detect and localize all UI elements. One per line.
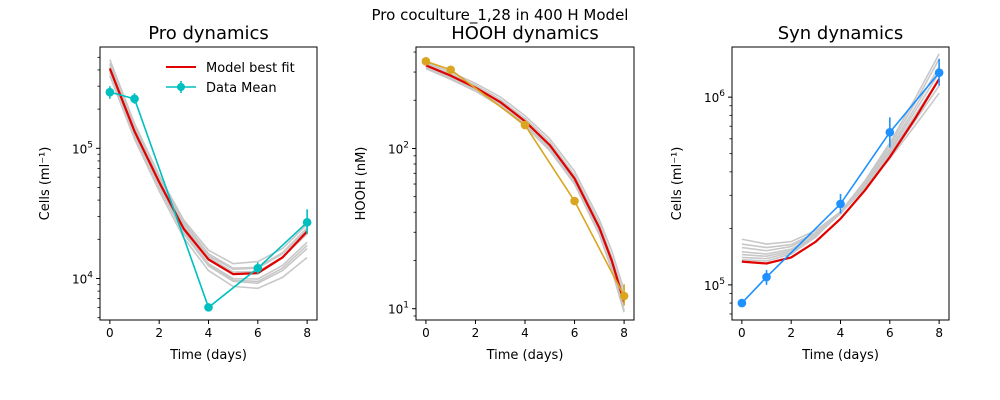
- x-tick-label: 4: [205, 326, 213, 340]
- y-tick-base: 10: [72, 142, 87, 156]
- y-tick-label: 106: [704, 89, 725, 105]
- y-tick-label: 102: [388, 140, 409, 156]
- data-point: [520, 120, 530, 130]
- y-tick-exponent: 6: [719, 89, 725, 99]
- y-tick-exponent: 4: [87, 271, 93, 281]
- model-best-fit-line: [741, 78, 941, 265]
- y-tick-exponent: 1: [403, 301, 409, 311]
- ensemble-curve-2: [425, 66, 625, 311]
- ensemble-curve-4: [109, 75, 308, 290]
- data-point: [253, 263, 263, 273]
- x-tick-label: 0: [106, 326, 114, 340]
- data-point: [619, 291, 629, 301]
- x-tick-label: 8: [935, 326, 943, 340]
- y-tick-label: 104: [72, 271, 93, 287]
- plot-frame: [415, 46, 635, 321]
- ensemble-curve-3: [425, 63, 625, 297]
- y-tick-label: 105: [704, 277, 725, 293]
- ensemble-curve-6: [741, 58, 940, 260]
- x-tick-label: 2: [472, 326, 480, 340]
- data-point: [130, 94, 139, 104]
- ensemble-curve-6: [109, 69, 308, 280]
- x-axis-label: Time (days): [169, 348, 247, 363]
- data-point: [836, 199, 845, 209]
- x-tick-label: 6: [571, 326, 579, 340]
- y-axis-label: Cells (ml⁻¹): [670, 147, 685, 221]
- data-point: [934, 68, 944, 77]
- ensemble-curve-4: [425, 65, 625, 307]
- ensemble-curve-8: [109, 71, 308, 283]
- legend-label-model: Model best fit: [206, 61, 295, 76]
- ensemble-curve-7: [109, 64, 308, 270]
- ensemble-curves: [109, 59, 308, 290]
- ensemble-curve-2: [741, 85, 940, 249]
- panel-title: Syn dynamics: [778, 23, 904, 44]
- data-mean-line: [741, 72, 940, 304]
- y-tick-base: 10: [388, 303, 403, 317]
- ensemble-curves: [425, 61, 625, 313]
- data-point: [105, 87, 115, 97]
- legend: Model best fit Data Mean: [166, 61, 295, 96]
- y-tick-base: 10: [72, 273, 87, 287]
- data-point: [570, 196, 579, 206]
- y-tick-exponent: 2: [403, 140, 409, 150]
- y-tick-base: 10: [704, 279, 719, 293]
- y-tick-base: 10: [704, 91, 719, 105]
- data-point: [302, 218, 312, 227]
- y-tick-label: 101: [388, 301, 409, 317]
- ensemble-curve-3: [741, 78, 940, 252]
- y-tick-exponent: 5: [87, 140, 93, 150]
- y-tick-base: 10: [388, 142, 403, 156]
- ensemble-curve-5: [109, 66, 308, 273]
- model-best-fit-line: [425, 64, 626, 303]
- y-tick-exponent: 5: [719, 277, 725, 287]
- x-tick-label: 4: [521, 326, 529, 340]
- x-tick-label: 8: [303, 326, 311, 340]
- data-point: [885, 127, 895, 137]
- x-tick-label: 0: [422, 326, 430, 340]
- figure-suptitle: Pro coculture_1,28 in 400 H Model: [372, 6, 629, 25]
- x-tick-label: 4: [837, 326, 845, 340]
- x-axis-label: Time (days): [801, 348, 879, 363]
- data-point: [421, 57, 431, 66]
- y-axis-label: Cells (ml⁻¹): [38, 147, 53, 221]
- x-axis-label: Time (days): [486, 348, 564, 363]
- data-point: [204, 303, 213, 312]
- ensemble-curve-2: [109, 62, 308, 269]
- ensemble-curve-1: [425, 61, 625, 291]
- y-tick-label: 105: [72, 140, 93, 156]
- x-tick-label: 6: [254, 326, 262, 340]
- legend-swatch-data-marker: [177, 83, 185, 91]
- ensemble-curve-5: [425, 67, 625, 313]
- ensemble-curve-7: [741, 53, 940, 262]
- data-point: [737, 298, 747, 308]
- ensemble-curves: [741, 53, 940, 262]
- x-tick-label: 8: [620, 326, 628, 340]
- data-mean-line: [425, 60, 625, 297]
- x-tick-label: 2: [787, 326, 795, 340]
- ensemble-curve-5: [741, 66, 940, 258]
- ensemble-curve-4: [741, 72, 940, 255]
- x-tick-label: 0: [738, 326, 746, 340]
- data-mean-line: [109, 91, 308, 309]
- data-point: [446, 65, 455, 75]
- panel-title: Pro dynamics: [148, 23, 269, 44]
- model-best-fit-line: [108, 68, 308, 276]
- panel-title: HOOH dynamics: [451, 23, 598, 44]
- legend-label-data: Data Mean: [206, 81, 277, 96]
- x-tick-label: 2: [155, 326, 163, 340]
- x-tick-label: 6: [886, 326, 894, 340]
- data-point: [762, 272, 771, 282]
- y-axis-label: HOOH (nM): [354, 147, 369, 221]
